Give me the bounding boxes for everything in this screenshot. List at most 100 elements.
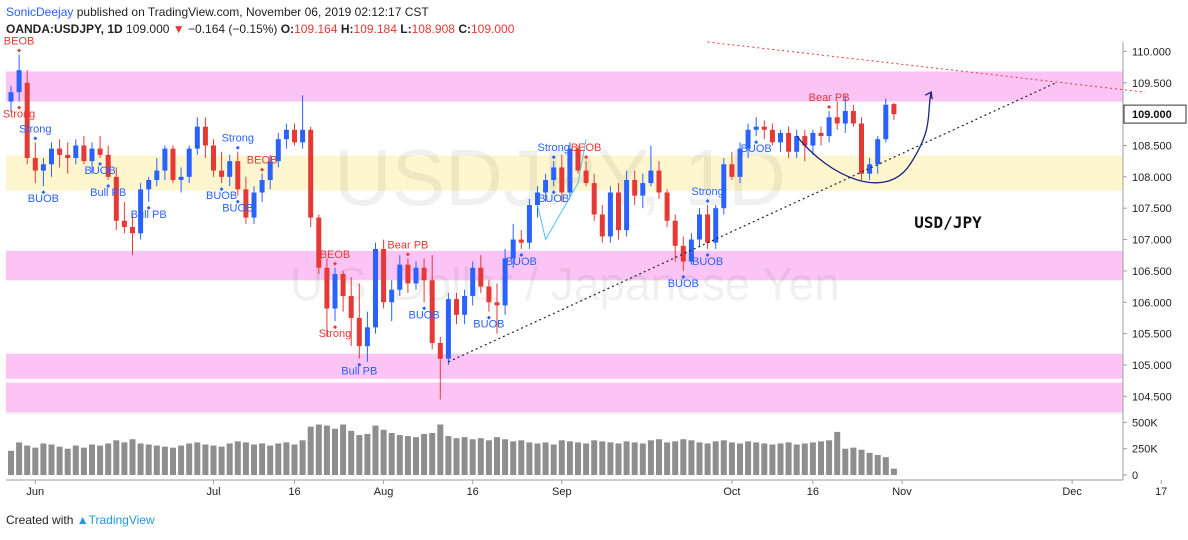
signal-marker (705, 252, 710, 257)
signal-label: BUOB (85, 165, 116, 177)
chart-title: USD/JPY (914, 213, 982, 232)
candle-body (154, 170, 160, 180)
volume-bar (704, 443, 711, 475)
signal-marker (235, 145, 240, 150)
candle-body (146, 179, 152, 190)
candle (316, 214, 322, 275)
candle-body (575, 148, 581, 171)
volume-bar (356, 435, 363, 475)
signal-label: BUOB (28, 193, 59, 205)
time-tick-label: Oct (723, 486, 740, 498)
candle (381, 239, 387, 309)
signal-label: BEOB (571, 142, 602, 154)
candle-body (470, 267, 476, 296)
candle (81, 136, 87, 165)
candle (753, 117, 759, 137)
candle-body (551, 167, 557, 180)
candle-body (57, 148, 63, 155)
volume-bar (842, 448, 849, 475)
candle-body (113, 176, 119, 221)
candle (138, 183, 144, 240)
volume-bar (890, 468, 897, 475)
candle (640, 173, 646, 209)
signal-marker (519, 252, 524, 257)
candle (332, 267, 338, 322)
candle (275, 132, 281, 168)
candle (883, 98, 889, 143)
tradingview-brand[interactable]: TradingView (88, 513, 155, 527)
zone-band (6, 382, 1123, 412)
candle (146, 176, 152, 202)
volume-bar (145, 444, 152, 475)
volume-bar (8, 450, 14, 475)
candle-body (364, 327, 370, 347)
candle-body (680, 245, 686, 262)
volume-bar (737, 443, 743, 475)
candle-body (753, 126, 759, 130)
candle (259, 173, 265, 202)
signal-label: Bear PB (809, 92, 850, 104)
signal-label: Strong (319, 328, 351, 340)
candle-body (300, 129, 306, 143)
volume-bar (113, 440, 120, 475)
open-value: 109.164 (294, 22, 338, 36)
candle-body (607, 192, 613, 237)
support-trendline (448, 82, 1057, 363)
volume-bar (510, 441, 517, 475)
volume-bar (818, 441, 824, 475)
candle-body (518, 239, 524, 243)
candle-body (810, 132, 816, 146)
signal-label: BUOB (222, 203, 253, 215)
price-tick-label: 109.500 (1132, 78, 1172, 90)
volume-bar (647, 440, 654, 475)
candle-body (818, 132, 824, 137)
candle-body (729, 164, 735, 177)
candle (526, 198, 532, 249)
candle (786, 126, 792, 159)
volume-bar (323, 425, 330, 475)
candle (170, 145, 176, 184)
candle (300, 95, 306, 149)
volume-bar (558, 440, 565, 475)
candle-body (745, 129, 751, 149)
candle (535, 186, 540, 218)
volume-tick-label: 250K (1132, 444, 1158, 456)
candle (769, 123, 775, 146)
signal-marker (405, 252, 410, 257)
tradingview-logo-icon[interactable]: ▲ (76, 513, 89, 527)
candle-body (502, 258, 508, 306)
signal-marker (681, 274, 686, 279)
candle-body (526, 205, 532, 243)
time-tick-label: 16 (288, 486, 300, 498)
author-name[interactable]: SonicDeejay (6, 5, 74, 19)
volume-bar (421, 433, 428, 475)
footer: Created with ▲TradingView (6, 513, 155, 527)
time-tick-label: 16 (807, 486, 819, 498)
volume-bar (218, 446, 225, 475)
time-tick-label: Aug (374, 486, 394, 498)
candle-body (178, 176, 184, 180)
volume-bar (429, 432, 436, 475)
candle (494, 283, 500, 334)
high-value: 109.184 (353, 22, 397, 36)
time-tick-label: Sep (552, 486, 572, 498)
price-tick-label: 108.500 (1132, 140, 1172, 152)
price-chart[interactable]: USDJPY, 1DU.S. Dollar / Japanese Yen110.… (0, 0, 1188, 510)
candle-body (202, 126, 208, 146)
candle (364, 311, 370, 362)
candle-body (567, 148, 573, 193)
price-tick-label: 106.500 (1132, 266, 1172, 278)
down-arrow-icon: ▼ (172, 22, 185, 36)
volume-bar (332, 428, 338, 475)
signal-label: Strong (222, 133, 254, 145)
candle (445, 292, 451, 365)
candle-body (170, 148, 176, 180)
resistance-trendline (707, 41, 1146, 93)
candle (842, 95, 848, 133)
candle (818, 126, 824, 146)
volume-bar (194, 442, 201, 475)
volume-bar (745, 441, 752, 475)
candle (664, 189, 670, 227)
candle (672, 214, 678, 262)
signal-label: BUOB (538, 193, 569, 205)
